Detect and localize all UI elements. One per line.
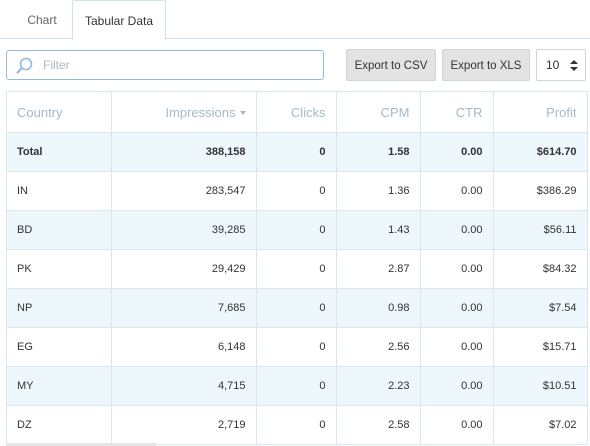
column-header-ctr[interactable]: CTR [420, 91, 494, 133]
cell-country: MY [7, 366, 112, 406]
cell-profit: $56.11 [493, 210, 588, 250]
cell-country: BD [7, 210, 112, 250]
cell-cpm: 2.56 [336, 327, 421, 367]
cell-clicks: 0 [256, 405, 337, 445]
table-row: MY 4,715 0 2.23 0.00 $10.51 [7, 366, 588, 406]
tab-tabular-data[interactable]: Tabular Data [72, 0, 166, 40]
cell-impressions: 29,429 [111, 249, 257, 289]
search-icon [16, 57, 33, 74]
cell-impressions: 7,685 [111, 288, 257, 328]
table-header-row: Country Impressions Clicks CPM CTR Profi… [7, 91, 588, 133]
column-header-cpm[interactable]: CPM [336, 91, 421, 133]
column-header-label: CTR [455, 104, 483, 120]
cell-country: DZ [7, 405, 112, 445]
page-size-select[interactable]: 10 [536, 49, 586, 81]
table-row: NP 7,685 0 0.98 0.00 $7.54 [7, 288, 588, 328]
data-table: Country Impressions Clicks CPM CTR Profi… [7, 91, 588, 445]
cell-cpm: 1.36 [336, 171, 421, 211]
cell-country: Total [7, 132, 112, 172]
cell-country: EG [7, 327, 112, 367]
column-header-impressions[interactable]: Impressions [111, 91, 257, 133]
cell-ctr: 0.00 [420, 132, 494, 172]
table-row: PK 29,429 0 2.87 0.00 $84.32 [7, 249, 588, 289]
cell-country: NP [7, 288, 112, 328]
table-row: DZ 2,719 0 2.58 0.00 $7.02 [7, 405, 588, 445]
column-header-clicks[interactable]: Clicks [256, 91, 337, 133]
column-header-label: CPM [380, 104, 410, 120]
cell-clicks: 0 [256, 327, 337, 367]
sort-arrows-icon [570, 60, 578, 71]
page-size-value: 10 [546, 58, 560, 72]
export-csv-button[interactable]: Export to CSV [346, 49, 436, 81]
cell-cpm: 2.23 [336, 366, 421, 406]
cell-cpm: 1.58 [336, 132, 421, 172]
column-header-profit[interactable]: Profit [493, 91, 588, 133]
cell-cpm: 0.98 [336, 288, 421, 328]
sort-descending-icon [239, 111, 246, 116]
cell-ctr: 0.00 [420, 405, 494, 445]
tab-bar: Chart Tabular Data [0, 0, 590, 40]
cell-country: IN [7, 171, 112, 211]
cell-clicks: 0 [256, 249, 337, 289]
column-header-label: Impressions [165, 104, 236, 120]
cell-clicks: 0 [256, 210, 337, 250]
cell-impressions: 388,158 [111, 132, 257, 172]
cell-profit: $614.70 [493, 132, 588, 172]
cell-impressions: 6,148 [111, 327, 257, 367]
export-xls-button[interactable]: Export to XLS [442, 49, 530, 81]
table-total-row: Total 388,158 0 1.58 0.00 $614.70 [7, 132, 588, 172]
table-row: BD 39,285 0 1.43 0.00 $56.11 [7, 210, 588, 250]
cell-impressions: 2,719 [111, 405, 257, 445]
cell-profit: $7.02 [493, 405, 588, 445]
cell-cpm: 1.43 [336, 210, 421, 250]
tab-chart[interactable]: Chart [27, 13, 57, 27]
cell-profit: $15.71 [493, 327, 588, 367]
cell-ctr: 0.00 [420, 210, 494, 250]
cell-impressions: 39,285 [111, 210, 257, 250]
filter-input[interactable] [43, 55, 313, 75]
column-header-label: Clicks [290, 104, 326, 120]
cell-country: PK [7, 249, 112, 289]
cell-impressions: 4,715 [111, 366, 257, 406]
table-row: IN 283,547 0 1.36 0.00 $386.29 [7, 171, 588, 211]
cell-profit: $10.51 [493, 366, 588, 406]
table-row: EG 6,148 0 2.56 0.00 $15.71 [7, 327, 588, 367]
cell-ctr: 0.00 [420, 327, 494, 367]
cell-profit: $7.54 [493, 288, 588, 328]
horizontal-scrollbar[interactable] [6, 443, 156, 446]
cell-cpm: 2.87 [336, 249, 421, 289]
filter-field[interactable] [6, 50, 324, 80]
cell-ctr: 0.00 [420, 249, 494, 289]
cell-ctr: 0.00 [420, 288, 494, 328]
cell-impressions: 283,547 [111, 171, 257, 211]
column-header-country[interactable]: Country [7, 91, 112, 133]
column-header-label: Profit [546, 104, 577, 120]
cell-clicks: 0 [256, 288, 337, 328]
cell-profit: $84.32 [493, 249, 588, 289]
cell-ctr: 0.00 [420, 171, 494, 211]
data-table-container: Country Impressions Clicks CPM CTR Profi… [6, 91, 590, 446]
cell-cpm: 2.58 [336, 405, 421, 445]
column-header-label: Country [17, 104, 63, 120]
cell-ctr: 0.00 [420, 366, 494, 406]
cell-clicks: 0 [256, 366, 337, 406]
cell-clicks: 0 [256, 132, 337, 172]
cell-clicks: 0 [256, 171, 337, 211]
cell-profit: $386.29 [493, 171, 588, 211]
